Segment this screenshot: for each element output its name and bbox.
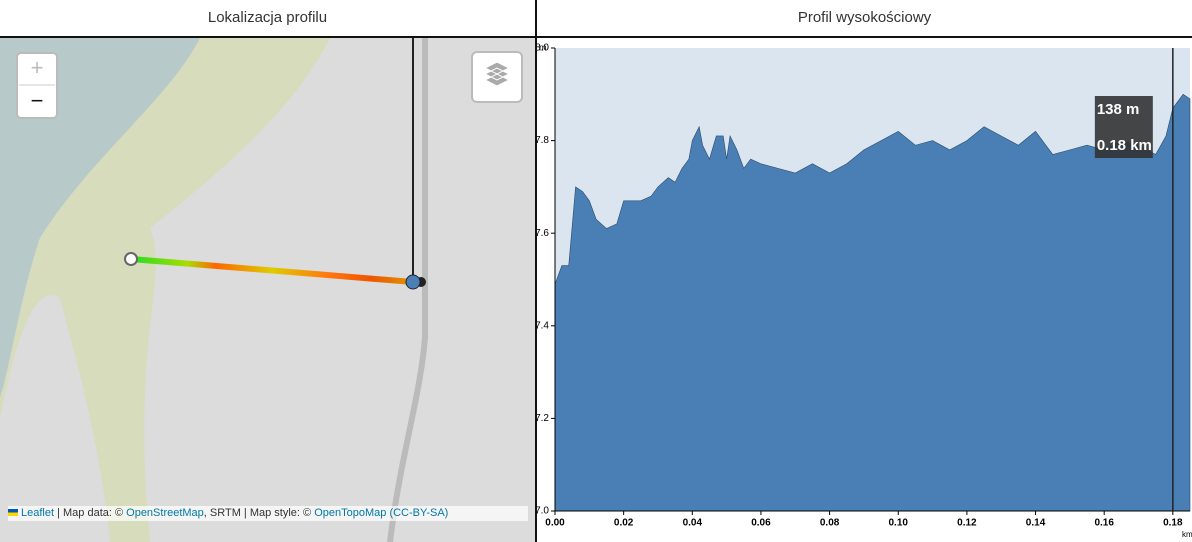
- tooltip-label: 0.18 km: [1097, 137, 1152, 154]
- x-unit: km: [1182, 530, 1192, 539]
- zoom-out[interactable]: −: [31, 88, 44, 113]
- y-tick-label: 137.6: [537, 228, 549, 239]
- x-tick-label: 0.06: [751, 518, 771, 529]
- attribution: Leaflet | Map data: © OpenStreetMap, SRT…: [8, 506, 528, 521]
- text: , SRTM | Map style: ©: [204, 507, 314, 519]
- y-tick-label: 137.4: [537, 320, 549, 331]
- x-tick-label: 0.16: [1094, 518, 1114, 529]
- x-tick-label: 0.12: [957, 518, 977, 529]
- map: + −: [0, 38, 535, 542]
- zoom-in[interactable]: +: [31, 55, 44, 80]
- position-marker: [406, 275, 420, 289]
- link[interactable]: Leaflet: [21, 507, 54, 519]
- x-tick-label: 0.10: [889, 518, 909, 529]
- link[interactable]: OpenStreetMap: [126, 507, 204, 519]
- y-tick-label: 137.0: [537, 506, 549, 517]
- chart-header: Profil wysokościowy: [537, 0, 1192, 38]
- link[interactable]: (CC-BY-SA): [389, 507, 448, 519]
- x-tick-label: 0.08: [820, 518, 840, 529]
- x-tick-label: 0.04: [683, 518, 703, 529]
- tooltip-label: 138 m: [1097, 101, 1140, 118]
- chart: 137.0137.2137.4137.6137.8138.00.000.020.…: [537, 38, 1192, 542]
- text: | Map data: ©: [54, 507, 126, 519]
- map-header: Lokalizacja profilu: [0, 0, 535, 38]
- y-tick-label: 137.8: [537, 135, 549, 146]
- x-tick-label: 0.00: [545, 518, 565, 529]
- app: Lokalizacja profilu Profil wysokościowy …: [0, 0, 1192, 542]
- x-tick-label: 0.14: [1026, 518, 1046, 529]
- start-marker: [125, 253, 137, 265]
- y-unit: m: [539, 42, 547, 52]
- x-tick-label: 0.18: [1163, 518, 1183, 529]
- y-tick-label: 137.2: [537, 413, 549, 424]
- link[interactable]: OpenTopoMap: [314, 507, 386, 519]
- x-tick-label: 0.02: [614, 518, 634, 529]
